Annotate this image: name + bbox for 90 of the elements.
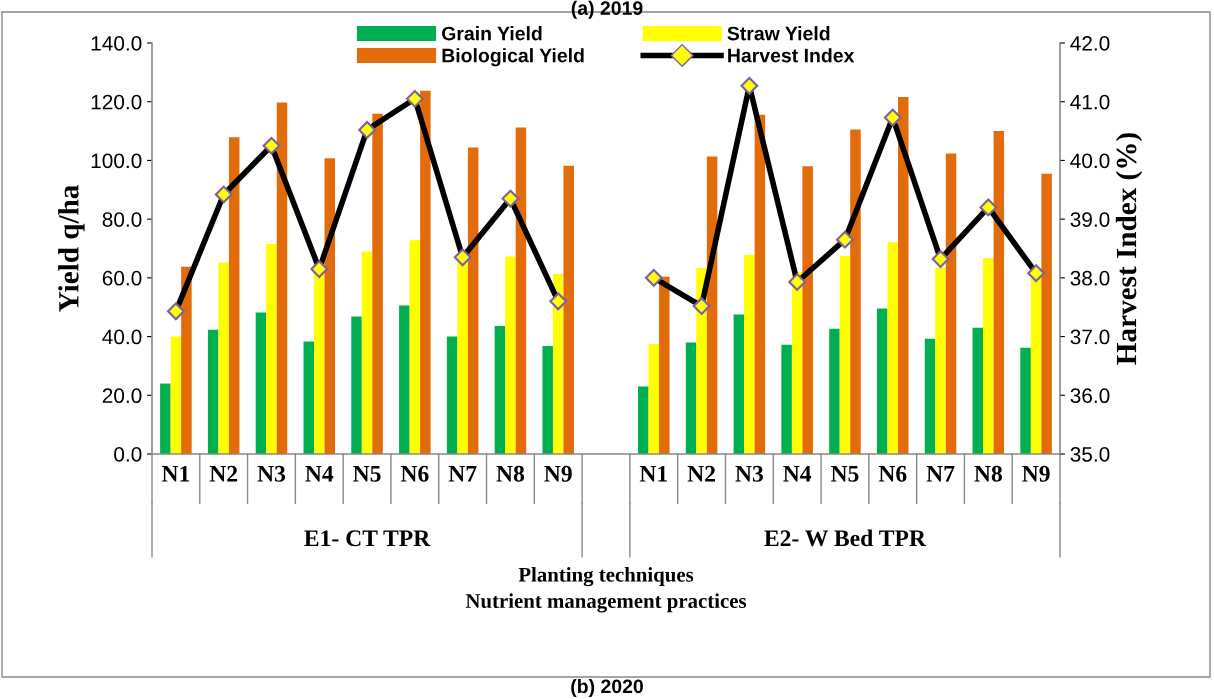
bar <box>372 113 383 454</box>
legend-label: Biological Yield <box>442 48 584 67</box>
text: E1- CT TPR <box>304 530 431 547</box>
text: E2- W Bed TPR <box>764 529 927 547</box>
x-tick-label: N4 <box>783 465 812 482</box>
bar <box>744 254 755 454</box>
y2-tick-label: 40.0 <box>1070 153 1110 169</box>
x-tick-label: N1 <box>639 465 667 482</box>
bar <box>638 386 649 454</box>
bar <box>276 102 288 454</box>
x-tick-label: N4 <box>305 465 334 482</box>
bar <box>839 255 851 454</box>
y2-tick-label: 41.0 <box>1070 94 1110 110</box>
y-tick-label: 20.0 <box>102 388 142 404</box>
x-tick-label: N8 <box>496 465 525 482</box>
x-tick-label: N2 <box>687 465 715 482</box>
x-tick-label: N5 <box>353 466 381 482</box>
bar <box>972 327 984 454</box>
bar <box>409 240 421 454</box>
bar <box>467 147 479 454</box>
bar <box>228 137 240 454</box>
bar <box>361 251 373 454</box>
x-tick-label: N9 <box>1022 465 1050 482</box>
y2-tick-label: 38.0 <box>1070 270 1110 286</box>
y-tick-label: 80.0 <box>102 212 142 227</box>
bar <box>993 131 1005 454</box>
x-tick-label: N1 <box>161 465 190 482</box>
y2-tick-label: 39.0 <box>1070 212 1110 227</box>
bar <box>829 328 840 454</box>
x-tick-label: N3 <box>257 465 286 482</box>
bar <box>218 262 229 454</box>
legend-label: Harvest Index <box>728 48 855 63</box>
bar <box>733 314 745 454</box>
x-tick-label: N7 <box>448 466 477 482</box>
bar <box>420 90 431 454</box>
bar <box>170 336 182 454</box>
bar <box>781 344 792 454</box>
x-tick-label: N6 <box>878 465 907 482</box>
x-axis-title: Planting techniques Nutrient management practices <box>465 567 747 613</box>
x-tick-label: N9 <box>544 465 572 482</box>
bar <box>945 153 957 454</box>
y2-tick-label: 35.0 <box>1070 447 1110 462</box>
x-tick-label: N5 <box>830 466 859 482</box>
bar <box>255 312 267 454</box>
y-tick-label: 100.0 <box>91 153 142 169</box>
bar <box>494 326 506 454</box>
x-tick-label: N2 <box>209 465 238 482</box>
x-tick-label: N8 <box>974 465 1002 482</box>
bar <box>399 305 410 454</box>
bar <box>446 336 458 454</box>
bar <box>983 257 994 454</box>
bar <box>887 242 898 454</box>
bar <box>685 342 697 454</box>
bar <box>266 244 277 454</box>
bar <box>505 256 516 454</box>
y2-axis-title: Harvest Index (%) <box>1115 133 1143 365</box>
y-tick-label: 0.0 <box>114 447 142 462</box>
y2-tick-label: 37.0 <box>1070 329 1110 345</box>
bar <box>924 338 936 454</box>
bar <box>542 345 553 454</box>
bar <box>659 276 670 454</box>
x-tick-label: N6 <box>400 465 429 482</box>
y-tick-label: 140.0 <box>91 36 142 51</box>
bar <box>563 165 574 454</box>
bar <box>303 341 315 454</box>
bar <box>850 129 861 454</box>
bar <box>876 308 888 454</box>
text: (b) 2020 <box>571 678 643 698</box>
bar <box>181 266 192 454</box>
x-tick-label: N7 <box>926 466 955 482</box>
y-tick-label: 60.0 <box>102 270 142 286</box>
legend-label: Straw Yield <box>727 26 830 41</box>
bar <box>648 343 660 454</box>
bar <box>160 383 171 454</box>
bar <box>351 316 362 454</box>
x-tick-label: N3 <box>735 465 763 482</box>
y-axis-title: Yield q/ha <box>58 185 85 312</box>
bar <box>897 97 909 454</box>
bar <box>1020 347 1031 454</box>
y-tick-label: 40.0 <box>102 329 142 345</box>
y2-tick-label: 42.0 <box>1070 36 1110 51</box>
bar <box>1041 173 1052 454</box>
legend-label: Grain Yield <box>442 26 542 41</box>
y2-tick-label: 36.0 <box>1070 388 1110 404</box>
chart-title: (a) 2019 <box>571 0 643 19</box>
bar <box>802 166 813 454</box>
bar <box>515 127 527 454</box>
y-tick-label: 120.0 <box>91 94 142 110</box>
bar <box>207 329 219 454</box>
bar <box>696 267 707 454</box>
